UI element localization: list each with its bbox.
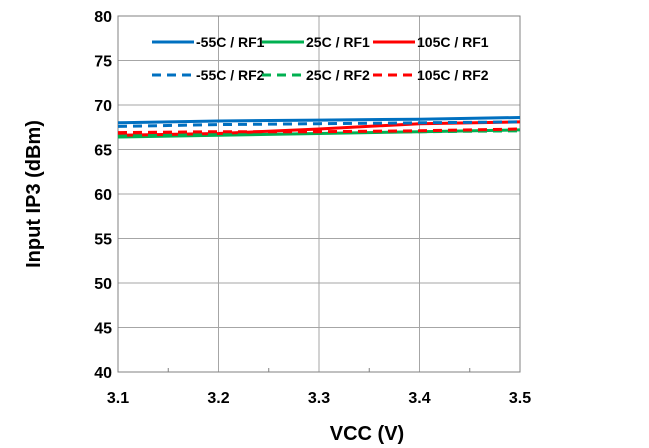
legend-label: 105C / RF1	[417, 34, 489, 50]
y-tick-label: 45	[94, 321, 112, 338]
series-line-5	[117, 127, 521, 135]
plot-area-frame	[117, 15, 521, 373]
legend-label: -55C / RF2	[196, 67, 265, 83]
grid	[118, 16, 520, 372]
y-tick-label: 40	[94, 365, 112, 382]
legend-label: 25C / RF2	[306, 67, 370, 83]
legend-label: -55C / RF1	[196, 34, 265, 50]
y-tick-label: 50	[94, 276, 112, 293]
legend: -55C / RF1 25C / RF1 105C / RF1 -55C / RF2 2…	[152, 34, 489, 83]
tick-labels: 40 45 50 55 60 65 70 75 80 3.1 3.2 3.3 3.4 3.5	[94, 9, 531, 407]
series-line-0	[117, 116, 521, 125]
x-tick-label: 3.4	[408, 390, 430, 407]
y-tick-label: 70	[94, 98, 112, 115]
y-tick-label: 75	[94, 54, 112, 71]
legend-label: 25C / RF1	[306, 34, 370, 50]
x-tick-label: 3.3	[308, 390, 330, 407]
y-tick-label: 60	[94, 187, 112, 204]
y-tick-label: 55	[94, 232, 112, 249]
y-tick-label: 65	[94, 143, 112, 160]
x-axis-title: VCC (V)	[330, 423, 404, 445]
x-tick-label: 3.1	[107, 390, 129, 407]
series-line-3	[117, 120, 521, 128]
x-tick-label: 3.5	[509, 390, 531, 407]
x-tick-label: 3.2	[207, 390, 229, 407]
y-axis-title: Input IP3 (dBm)	[23, 120, 45, 268]
y-tick-label: 80	[94, 9, 112, 26]
legend-label: 105C / RF2	[417, 67, 489, 83]
series-lines	[117, 116, 521, 139]
